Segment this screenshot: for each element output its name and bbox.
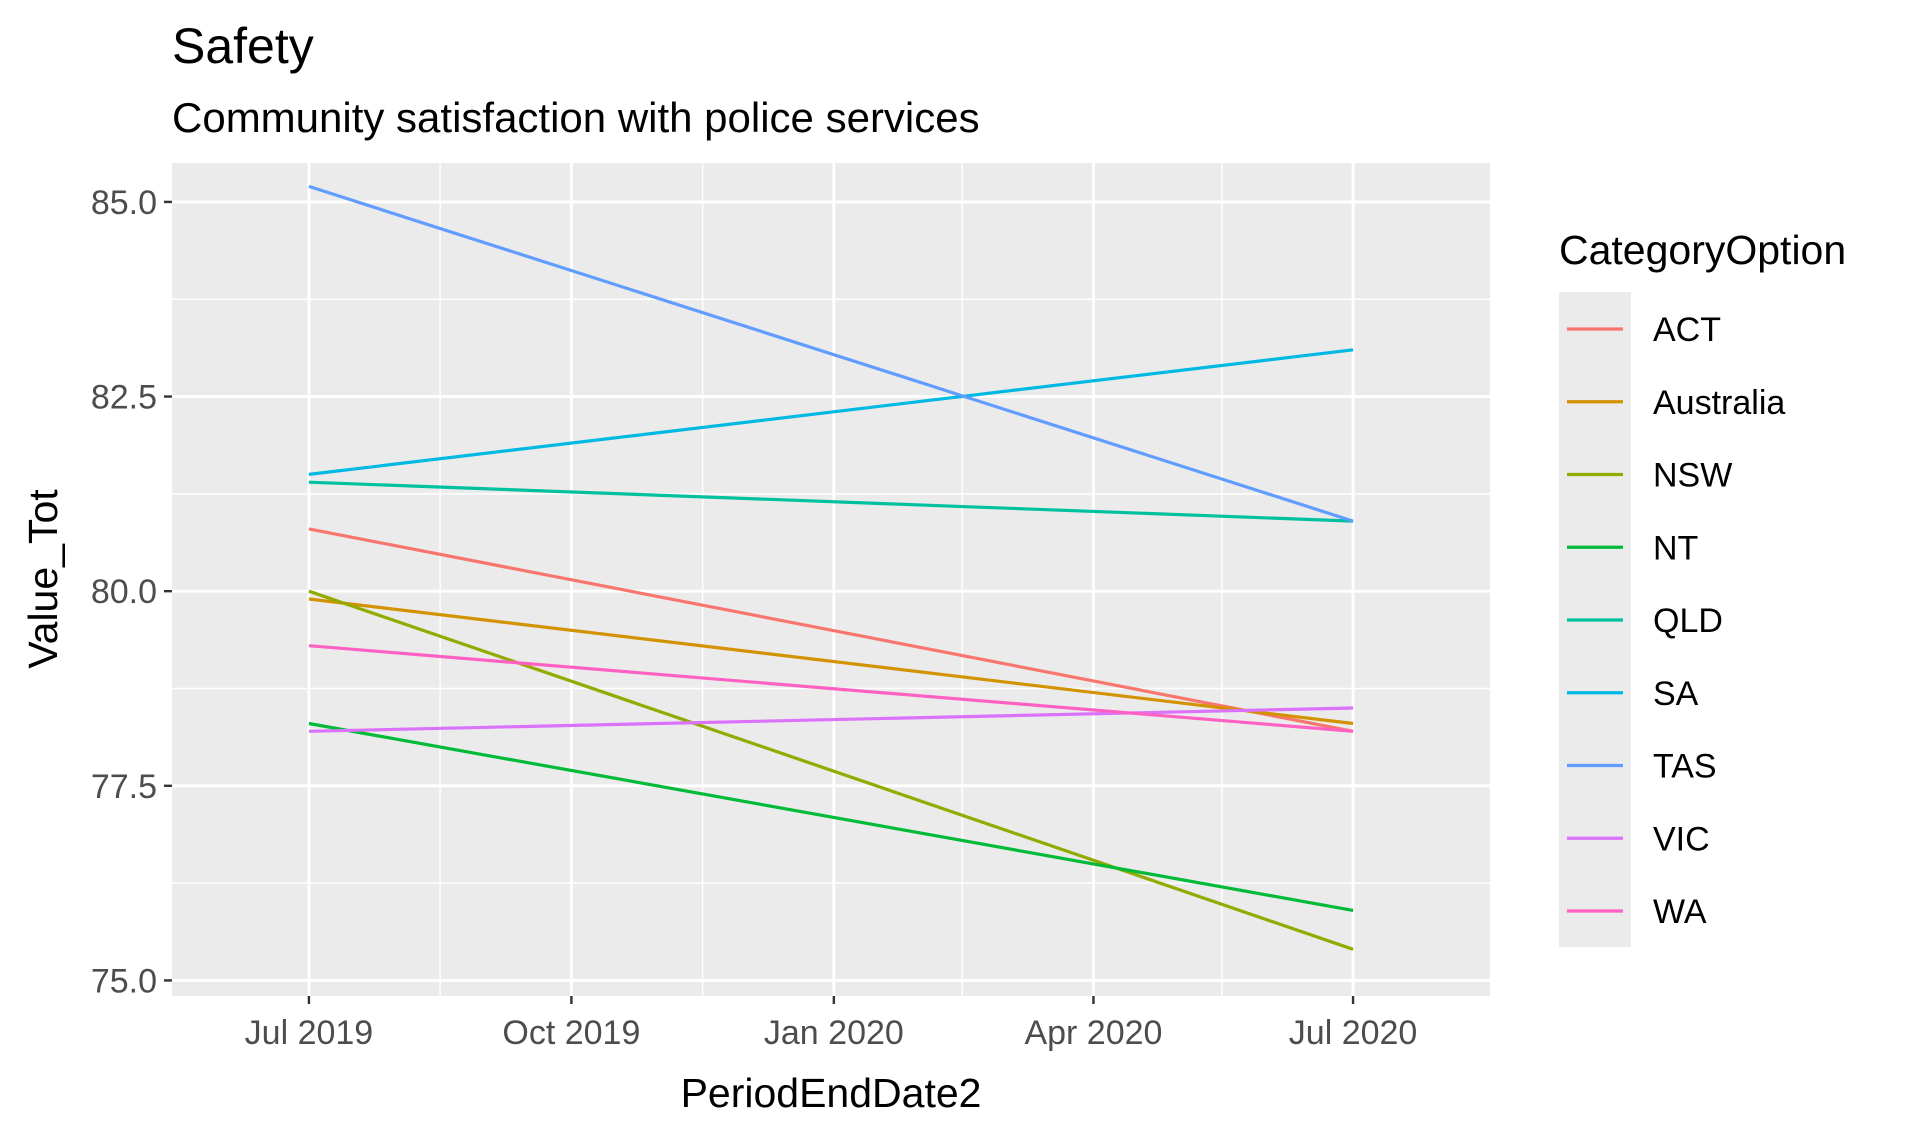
- series-line-wa: [308, 644, 1354, 733]
- legend-label-nt: NT: [1653, 529, 1698, 567]
- legend-label-australia: Australia: [1653, 384, 1785, 422]
- legend-label-wa: WA: [1653, 893, 1707, 931]
- x-tick-label: Jul 2019: [245, 1014, 374, 1052]
- legend-label-qld: QLD: [1653, 602, 1723, 640]
- x-axis: Jul 2019 Oct 2019 Jan 2020 Apr 2020 Jul 2020: [245, 996, 1418, 1052]
- legend-label-sa: SA: [1653, 675, 1699, 713]
- series-lines: [308, 184, 1354, 951]
- y-axis-title: Value_Tot: [20, 489, 66, 669]
- x-tick-label: Jan 2020: [764, 1014, 904, 1052]
- y-tick-label: 80.0: [91, 573, 157, 611]
- y-tick-label: 75.0: [91, 962, 157, 1000]
- x-axis-title: PeriodEndDate2: [681, 1070, 982, 1116]
- legend-label-vic: VIC: [1653, 820, 1710, 858]
- legend-items: ACT Australia NSW NT QLD SA TAS VIC WA: [1567, 311, 1785, 931]
- series-line-nsw: [308, 589, 1354, 951]
- series-line-nt: [308, 721, 1354, 912]
- series-line-australia: [308, 597, 1354, 726]
- y-tick-label: 85.0: [91, 184, 157, 222]
- legend-label-act: ACT: [1653, 311, 1721, 349]
- x-tick-label: Apr 2020: [1024, 1014, 1162, 1052]
- y-axis: 75.0 77.5 80.0 82.5 85.0: [91, 184, 172, 1000]
- chart-subtitle: Community satisfaction with police servi…: [172, 94, 980, 141]
- y-tick-label: 77.5: [91, 768, 157, 806]
- series-line-tas: [308, 184, 1354, 523]
- legend: CategoryOption ACT Australia NSW NT QLD SA TAS…: [1559, 227, 1846, 947]
- series-line-qld: [308, 480, 1354, 523]
- x-tick-label: Oct 2019: [502, 1014, 640, 1052]
- legend-label-nsw: NSW: [1653, 457, 1732, 495]
- series-line-sa: [308, 348, 1354, 476]
- series-line-vic: [308, 706, 1354, 733]
- y-tick-label: 82.5: [91, 379, 157, 417]
- legend-label-tas: TAS: [1653, 748, 1717, 786]
- x-tick-label: Jul 2020: [1289, 1014, 1418, 1052]
- series-line-act: [308, 527, 1354, 733]
- legend-title: CategoryOption: [1559, 227, 1846, 273]
- chart-title: Safety: [172, 18, 314, 74]
- plot-panel: [172, 163, 1490, 996]
